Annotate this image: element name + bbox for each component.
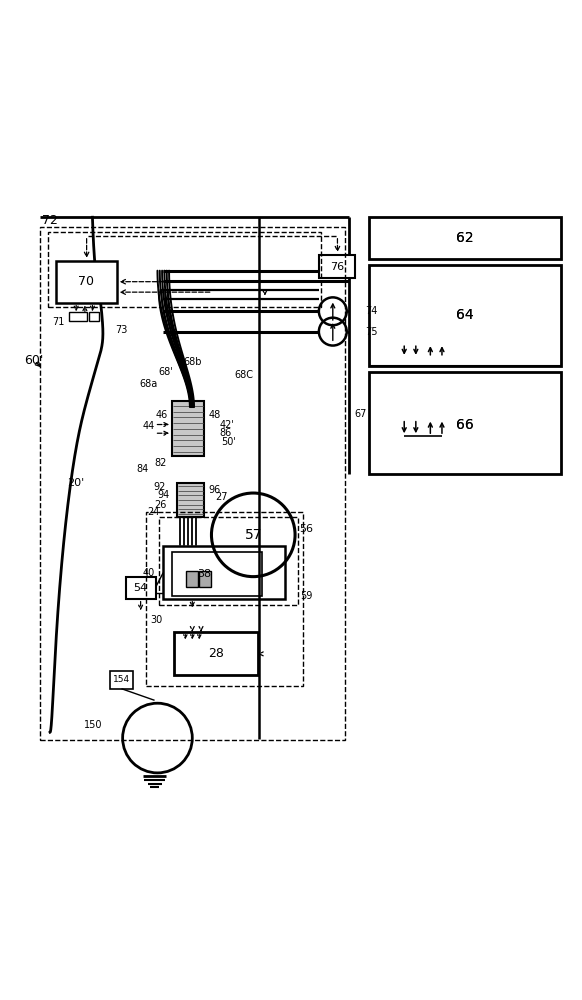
Bar — [176, 483, 204, 517]
Text: 38: 38 — [197, 569, 211, 579]
Text: 30: 30 — [151, 615, 163, 625]
Bar — [110, 671, 133, 689]
Text: 27: 27 — [216, 492, 228, 502]
Text: 57: 57 — [244, 528, 262, 542]
Text: 150: 150 — [84, 720, 102, 730]
Bar — [146, 512, 303, 686]
Text: 67: 67 — [355, 409, 367, 419]
Text: 75: 75 — [365, 327, 377, 337]
Bar — [48, 232, 321, 307]
Bar — [172, 552, 262, 596]
Bar — [320, 255, 356, 278]
Text: 24: 24 — [147, 507, 159, 517]
Bar — [370, 372, 561, 474]
Bar — [56, 261, 117, 303]
Text: 40: 40 — [143, 568, 155, 578]
Bar — [370, 265, 561, 366]
Text: 72: 72 — [42, 214, 58, 227]
Text: 64: 64 — [456, 308, 474, 322]
Text: 92: 92 — [153, 482, 165, 492]
Text: 60': 60' — [24, 354, 43, 367]
Text: 44: 44 — [143, 421, 155, 431]
Text: 54: 54 — [133, 583, 148, 593]
Text: 48: 48 — [208, 410, 221, 420]
Text: 86: 86 — [220, 428, 232, 438]
Text: 68a: 68a — [140, 379, 158, 389]
Text: 76: 76 — [331, 262, 345, 272]
Text: 96: 96 — [209, 485, 221, 495]
Text: 84: 84 — [137, 464, 149, 474]
Bar — [40, 227, 345, 740]
Text: 70: 70 — [78, 275, 94, 288]
Text: 71: 71 — [52, 317, 64, 327]
Bar — [173, 632, 258, 675]
Bar — [159, 517, 298, 605]
Bar — [164, 546, 285, 599]
Bar — [172, 401, 204, 456]
Bar — [186, 571, 198, 587]
Text: 82: 82 — [154, 458, 166, 468]
Bar — [126, 577, 156, 599]
Text: 68': 68' — [159, 367, 173, 377]
Text: 66: 66 — [456, 418, 474, 432]
Bar — [370, 217, 561, 259]
Text: 59: 59 — [300, 591, 313, 601]
Text: 26: 26 — [154, 500, 166, 510]
Text: 62: 62 — [456, 231, 474, 245]
Text: 56: 56 — [300, 524, 314, 534]
Text: 68b: 68b — [183, 357, 201, 367]
Text: 73: 73 — [116, 325, 128, 335]
Text: 50': 50' — [221, 437, 236, 447]
Text: 66: 66 — [456, 418, 474, 432]
Text: 68C: 68C — [234, 370, 253, 380]
Bar — [199, 571, 211, 587]
Text: 154: 154 — [113, 675, 130, 684]
Text: 28: 28 — [208, 647, 223, 660]
Bar — [69, 312, 87, 321]
Text: 62: 62 — [456, 231, 474, 245]
Text: 46: 46 — [155, 410, 168, 420]
Text: 20': 20' — [68, 478, 85, 488]
Text: 74: 74 — [365, 306, 377, 316]
Text: 64: 64 — [456, 308, 474, 322]
Text: 42': 42' — [219, 420, 235, 430]
Bar — [89, 312, 100, 321]
Text: 94: 94 — [158, 490, 170, 500]
